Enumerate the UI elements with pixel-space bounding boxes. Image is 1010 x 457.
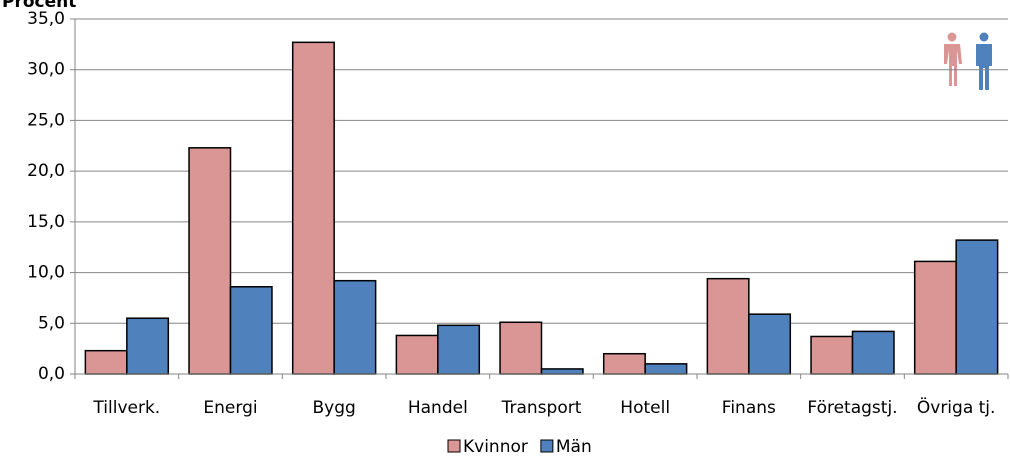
- bar: [229, 286, 273, 375]
- bar: [188, 147, 232, 375]
- y-tick-label: 0,0: [38, 364, 65, 384]
- x-tick-label: Hotell: [620, 398, 670, 418]
- bar: [851, 330, 895, 375]
- legend-swatch: [447, 439, 461, 453]
- x-tick-label: Transport: [501, 398, 582, 418]
- legend-swatch: [540, 439, 554, 453]
- y-tick-label: 20,0: [27, 161, 65, 181]
- legend-label: Män: [556, 437, 592, 457]
- bar: [84, 349, 128, 375]
- x-tick-label: Företagstj.: [807, 398, 897, 418]
- bar: [540, 368, 584, 375]
- y-tick-label: 15,0: [27, 212, 65, 232]
- y-tick-label: 5,0: [38, 313, 65, 333]
- bar: [291, 41, 335, 375]
- y-tick-label: 25,0: [27, 110, 65, 130]
- x-tick-label: Finans: [722, 398, 776, 418]
- bar: [810, 335, 854, 375]
- x-tick-label: Bygg: [313, 398, 356, 418]
- bar: [333, 279, 377, 375]
- x-tick-label: Övriga tj.: [917, 396, 996, 418]
- bar: [499, 321, 543, 375]
- legend-label: Kvinnor: [463, 437, 528, 457]
- bar: [395, 334, 439, 375]
- bar: [955, 239, 999, 375]
- people-icon: [944, 32, 992, 90]
- bar: [126, 317, 170, 375]
- y-axis-label: Procent: [2, 0, 76, 12]
- bar: [644, 363, 688, 375]
- bar: [913, 260, 957, 375]
- bar: [437, 324, 481, 375]
- bar: [602, 352, 646, 375]
- x-tick-label: Tillverk.: [92, 398, 160, 418]
- bar: [748, 313, 792, 375]
- y-tick-label: 30,0: [27, 60, 65, 80]
- y-tick-label: 35,0: [27, 9, 65, 29]
- y-tick-label: 10,0: [27, 263, 65, 283]
- x-tick-label: Energi: [203, 398, 257, 418]
- x-tick-label: Handel: [408, 398, 468, 418]
- bar: [706, 277, 750, 375]
